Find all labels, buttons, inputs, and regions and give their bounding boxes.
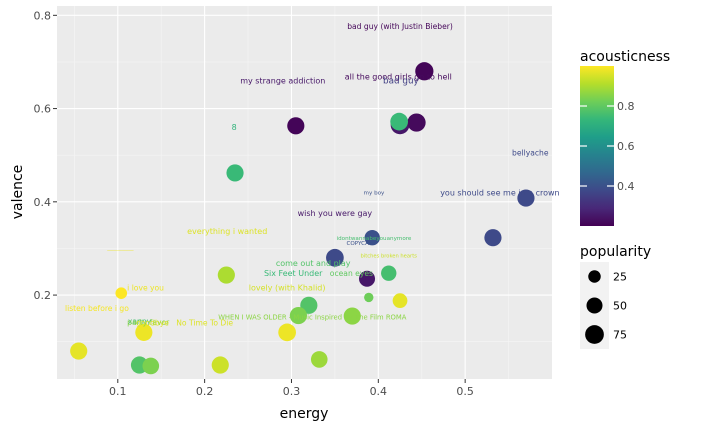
point-label: bellyache bbox=[512, 149, 549, 158]
point-label: you should see me in a crown bbox=[440, 188, 559, 197]
data-point bbox=[70, 342, 88, 360]
data-point bbox=[415, 62, 434, 81]
point-label: No Time To Die bbox=[176, 319, 233, 328]
data-points bbox=[70, 62, 535, 375]
minor-gridlines bbox=[57, 6, 552, 379]
point-label: Six Feet Under bbox=[264, 269, 323, 278]
data-point bbox=[392, 293, 408, 309]
size-legend: popularity 25 50 75 bbox=[580, 244, 651, 349]
y-tick-label: 0.6 bbox=[34, 103, 52, 116]
size-legend-label: 75 bbox=[613, 329, 627, 342]
data-point bbox=[115, 287, 128, 300]
data-point bbox=[343, 307, 361, 325]
data-point bbox=[326, 248, 344, 267]
point-label: bitches broken hearts bbox=[361, 253, 418, 259]
x-tick-label: 0.4 bbox=[370, 385, 388, 398]
data-point bbox=[217, 266, 235, 284]
data-point bbox=[381, 265, 397, 281]
color-legend-title: acousticness bbox=[580, 49, 670, 65]
data-point bbox=[289, 307, 308, 325]
data-point bbox=[310, 351, 328, 368]
point-labels: bad guy (with Justin Bieber) my strange a… bbox=[65, 22, 560, 328]
x-axis: 0.1 0.2 0.3 0.4 0.5 bbox=[109, 379, 474, 398]
point-label: goodbye bbox=[136, 319, 169, 328]
point-label: party favor bbox=[127, 318, 170, 327]
data-point bbox=[359, 270, 376, 287]
data-point bbox=[135, 323, 153, 341]
data-point bbox=[226, 164, 244, 182]
point-label: lovely (with Khalid) bbox=[249, 283, 326, 292]
data-point bbox=[211, 356, 229, 374]
data-point bbox=[407, 113, 426, 132]
point-label: listen before i go bbox=[65, 304, 129, 313]
point-label: bad guy bbox=[383, 77, 419, 87]
point-label: wish you were gay bbox=[298, 209, 373, 218]
size-legend-label: 50 bbox=[613, 300, 627, 313]
y-tick-label: 0.8 bbox=[34, 9, 52, 22]
data-point bbox=[142, 357, 160, 375]
size-legend-title: popularity bbox=[580, 244, 651, 260]
size-legend-key-dot bbox=[585, 325, 604, 344]
size-legend-key-dot bbox=[586, 297, 603, 314]
point-label: ocean eyes bbox=[330, 269, 373, 278]
point-label: come out and play bbox=[276, 259, 351, 268]
point-label: 8 bbox=[232, 123, 237, 132]
data-point bbox=[364, 292, 374, 303]
size-legend-label: 25 bbox=[613, 271, 627, 284]
y-axis: 0.2 0.4 0.6 0.8 bbox=[34, 9, 57, 302]
point-label: idontwannabeyouanymore bbox=[337, 236, 412, 242]
point-label: i love you bbox=[127, 283, 164, 292]
x-tick-label: 0.3 bbox=[283, 385, 301, 398]
x-tick-label: 0.5 bbox=[456, 385, 474, 398]
data-point bbox=[364, 230, 380, 246]
data-point bbox=[278, 323, 296, 342]
point-label: ___________ bbox=[106, 246, 134, 251]
point-label: bad guy (with Justin Bieber) bbox=[347, 22, 453, 31]
point-label: xanny bbox=[128, 317, 152, 326]
data-point bbox=[517, 189, 535, 207]
point-label: everything i wanted bbox=[187, 227, 267, 236]
x-tick-label: 0.1 bbox=[109, 385, 127, 398]
point-label: COPYCAT bbox=[347, 241, 373, 247]
size-legend-keys: 25 50 75 bbox=[580, 262, 627, 349]
x-axis-title: energy bbox=[280, 406, 329, 422]
point-label: all the good girls go to hell bbox=[345, 73, 452, 82]
color-bar-tick-label: 0.6 bbox=[617, 140, 635, 153]
y-tick-label: 0.2 bbox=[34, 289, 52, 302]
point-label: my boy bbox=[364, 190, 386, 196]
y-axis-title: valence bbox=[10, 165, 26, 220]
x-tick-label: 0.2 bbox=[196, 385, 214, 398]
major-gridlines bbox=[57, 6, 552, 379]
data-point bbox=[287, 117, 305, 135]
y-tick-label: 0.4 bbox=[34, 196, 52, 209]
color-legend: acousticness 0.4 0.6 0.8 bbox=[580, 49, 670, 226]
color-bar-ticks: 0.4 0.6 0.8 bbox=[580, 100, 635, 193]
color-bar-tick-label: 0.4 bbox=[617, 180, 635, 193]
size-legend-key-dot bbox=[588, 270, 601, 283]
point-label: WHEN I WAS OLDER - Music Inspired By The… bbox=[218, 313, 407, 321]
data-point bbox=[484, 229, 502, 247]
color-bar-tick-label: 0.8 bbox=[617, 100, 635, 113]
data-point bbox=[390, 112, 409, 131]
point-label: my strange addiction bbox=[240, 76, 325, 85]
